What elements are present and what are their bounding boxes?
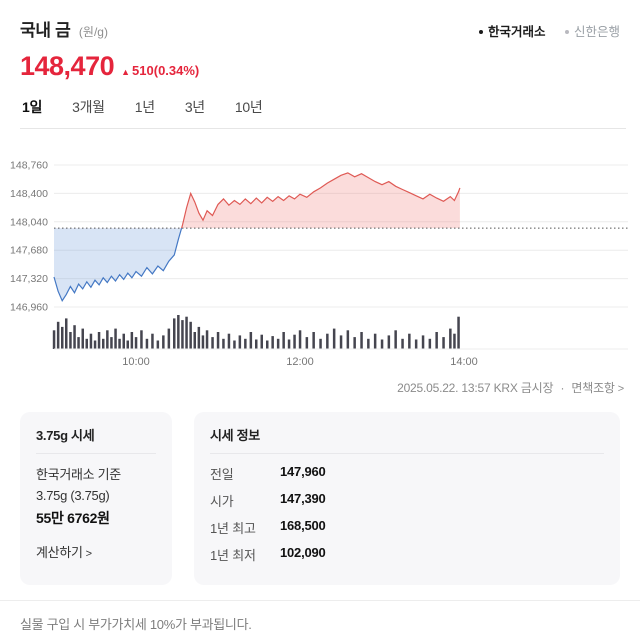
quote-value: 102,090 [280, 545, 326, 560]
quote-label: 시가 [210, 494, 234, 509]
disclaimer-link[interactable]: 면책조항 > [571, 381, 624, 395]
quote-row-prev-close: 전일 147,960 [210, 464, 604, 483]
quote-row-year-high: 1년 최고 168,500 [210, 518, 604, 537]
svg-text:148,400: 148,400 [10, 188, 48, 200]
source-option-shinhan[interactable]: 신한은행 [564, 25, 620, 39]
svg-text:12:00: 12:00 [286, 356, 314, 368]
quote-value: 168,500 [280, 518, 326, 533]
chevron-right-icon: > [617, 383, 624, 395]
quote-rows: 전일 147,960 시가 147,390 1년 최고 168,500 1년 최… [210, 464, 604, 564]
timestamp: 2025.05.22. 13:57 KRX 금시장 [397, 381, 554, 395]
quote-label: 1년 최고 [210, 521, 256, 536]
widget-header: 국내 금 (원/g) 한국거래소 신한은행 [20, 16, 620, 41]
tab-1day[interactable]: 1일 [20, 90, 44, 128]
period-tabs: 1일 3개월 1년 3년 10년 [20, 90, 626, 129]
change-amount: 510 [132, 63, 154, 78]
bullet-icon [478, 30, 483, 34]
tab-3year[interactable]: 3년 [183, 90, 207, 128]
quote-row-open: 시가 147,390 [210, 491, 604, 510]
quote-value: 147,960 [280, 464, 326, 479]
basis-text: 한국거래소 기준 [36, 467, 121, 482]
quote-label: 1년 최저 [210, 548, 256, 563]
weight-text: 3.75g (3.75g) [36, 488, 110, 503]
unit-card-title: 3.75g 시세 [36, 428, 95, 443]
price-unit-label: (원/g) [78, 25, 108, 39]
svg-text:147,680: 147,680 [10, 245, 48, 257]
source-option-krx[interactable]: 한국거래소 [478, 25, 546, 39]
bullet-icon [564, 30, 569, 34]
calculator-label: 계산하기 [36, 545, 83, 560]
quote-label: 전일 [210, 467, 234, 482]
svg-text:146,960: 146,960 [10, 302, 48, 314]
chart-canvas[interactable]: 146,960 147,320 147,680 148,040 148,400 148,7… [6, 157, 632, 371]
unit-price-value: 55만 6762원 [36, 510, 110, 526]
divider [36, 453, 156, 454]
calculator-link[interactable]: 계산하기 > [36, 542, 92, 561]
quote-value: 147,390 [280, 491, 326, 506]
change-percent: (0.34%) [153, 63, 200, 78]
quote-info-card: 시세 정보 전일 147,960 시가 147,390 1년 최고 168,50… [194, 412, 620, 585]
info-cards: 3.75g 시세 한국거래소 기준 3.75g (3.75g) 55만 6762… [20, 412, 620, 585]
page-title: 국내 금 [20, 21, 71, 40]
divider [210, 453, 604, 454]
tab-10year[interactable]: 10년 [233, 90, 265, 128]
chevron-right-icon: > [85, 548, 92, 560]
price-change: ▲ 510(0.34%) [121, 63, 199, 80]
meta-separator: · [560, 381, 565, 395]
chart-meta-row: 2025.05.22. 13:57 KRX 금시장 · 면책조항 > [20, 379, 624, 396]
source-toggle-group: 한국거래소 신한은행 [463, 21, 620, 40]
svg-text:10:00: 10:00 [122, 356, 150, 368]
quote-card-title: 시세 정보 [210, 428, 260, 443]
tab-3month[interactable]: 3개월 [70, 90, 107, 128]
up-arrow-icon: ▲ [121, 67, 131, 77]
current-price: 148,470 [20, 51, 115, 81]
svg-text:148,040: 148,040 [10, 216, 48, 228]
source-label: 한국거래소 [487, 25, 546, 39]
title-wrap: 국내 금 (원/g) [20, 16, 108, 41]
svg-text:147,320: 147,320 [10, 273, 48, 285]
price-chart[interactable]: 146,960 147,320 147,680 148,040 148,400 148,7… [6, 157, 640, 371]
tab-1year[interactable]: 1년 [133, 90, 157, 128]
unit-price-card: 3.75g 시세 한국거래소 기준 3.75g (3.75g) 55만 6762… [20, 412, 172, 585]
svg-text:148,760: 148,760 [10, 160, 48, 172]
svg-text:14:00: 14:00 [450, 356, 478, 368]
source-label: 신한은행 [573, 25, 620, 39]
current-price-row: 148,470 ▲ 510(0.34%) [20, 53, 620, 80]
quote-row-year-low: 1년 최저 102,090 [210, 545, 604, 564]
disclaimer-label: 면책조항 [571, 381, 615, 395]
vat-notice: 실물 구입 시 부가가치세 10%가 부과됩니다. [0, 600, 640, 633]
